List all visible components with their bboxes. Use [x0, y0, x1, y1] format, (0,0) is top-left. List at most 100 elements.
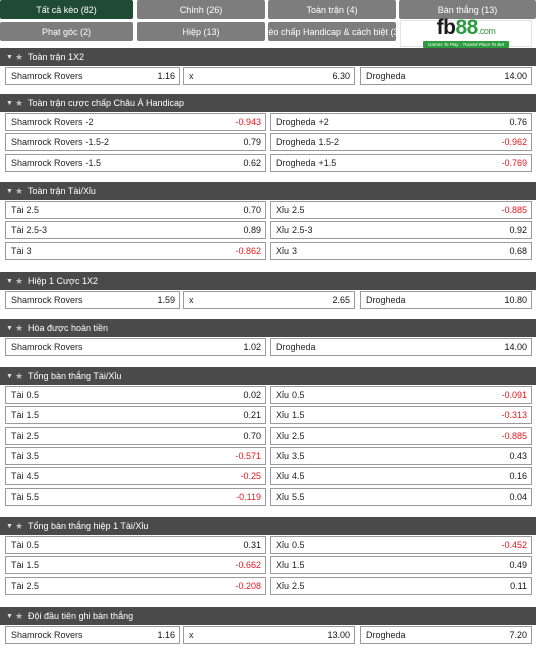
odds-cell[interactable]: Shamrock Rovers 1.16: [5, 626, 180, 644]
odds-cell[interactable]: x 2.65: [183, 291, 355, 309]
selection-line: 2.5: [292, 580, 305, 591]
odds-cell[interactable]: Xỉu 1.5 -0.313: [270, 406, 532, 425]
odds-cell[interactable]: Xỉu 0.5 -0.091: [270, 386, 532, 404]
collapse-arrow-icon[interactable]: ▼: [6, 187, 13, 195]
selection-line: -1.5-2: [85, 137, 110, 148]
odds-value: 0.31: [243, 540, 261, 550]
odds-cell[interactable]: Tài 1.5 0.21: [5, 406, 266, 425]
odds-cell[interactable]: Tài 0.5 0.02: [5, 386, 266, 404]
tab-full-match[interactable]: Toàn trận (4): [268, 0, 396, 19]
odds-cell[interactable]: Tài 2.5-3 0.89: [5, 221, 266, 240]
market-header[interactable]: ▼ ★ Hòa được hoàn tiền: [0, 319, 536, 337]
collapse-arrow-icon[interactable]: ▼: [6, 372, 13, 380]
selection-line: 2.5: [292, 205, 305, 215]
selection-label: Drogheda: [366, 295, 406, 305]
odds-cell[interactable]: Drogheda +1.5 -0.769: [270, 153, 532, 172]
odds-cell[interactable]: Drogheda 14.00: [360, 67, 532, 85]
odds-cell[interactable]: Xỉu 3 0.68: [270, 241, 532, 260]
odds-cell[interactable]: Tài 0.5 0.31: [5, 536, 266, 554]
odds-value: 1.16: [157, 71, 175, 81]
odds-cell[interactable]: Shamrock Rovers -1.5-2 0.79: [5, 133, 266, 152]
odds-value: -0.091: [501, 390, 527, 400]
collapse-arrow-icon[interactable]: ▼: [6, 99, 13, 107]
collapse-arrow-icon[interactable]: ▼: [6, 522, 13, 530]
odds-value: 1.16: [157, 630, 175, 640]
selection-name: Tài 3.5: [11, 451, 39, 461]
odds-value: -0.208: [235, 580, 261, 591]
odds-cell[interactable]: Tài 2.5 -0.208: [5, 576, 266, 595]
selection-line: 0.5: [292, 390, 305, 400]
selection-name: Xỉu 5.5: [276, 492, 305, 502]
tab-handicap-margin[interactable]: Kèo chấp Handicap & cách biệt (3): [268, 22, 396, 41]
favorite-star-icon[interactable]: ★: [15, 322, 24, 333]
odds-cell[interactable]: Xỉu 2.5 -0.885: [270, 201, 532, 219]
selection-name: Tài 1.5: [11, 560, 39, 570]
odds-value: 10.80: [504, 295, 527, 305]
odds-cell[interactable]: Xỉu 0.5 -0.452: [270, 536, 532, 554]
odds-cell[interactable]: Shamrock Rovers 1.02: [5, 338, 266, 356]
odds-cell[interactable]: x 13.00: [183, 626, 355, 644]
odds-cell[interactable]: x 6.30: [183, 67, 355, 85]
odds-cell[interactable]: Drogheda +2 0.76: [270, 113, 532, 131]
odds-value: -0.662: [235, 560, 261, 571]
tab-goals[interactable]: Bàn thắng (13): [399, 0, 536, 19]
selection-label: Tài: [11, 540, 24, 550]
tab-all-markets[interactable]: Tất cả kèo (82): [0, 0, 133, 19]
odds-cell[interactable]: Xỉu 5.5 0.04: [270, 487, 532, 506]
odds-cell[interactable]: Drogheda 1.5-2 -0.962: [270, 133, 532, 152]
odds-cell[interactable]: Shamrock Rovers 1.59: [5, 291, 180, 309]
market-header[interactable]: ▼ ★ Hiệp 1 Cược 1X2: [0, 272, 536, 290]
odds-cell[interactable]: Tài 5.5 -0.119: [5, 487, 266, 506]
favorite-star-icon[interactable]: ★: [15, 520, 24, 531]
collapse-arrow-icon[interactable]: ▼: [6, 324, 13, 332]
favorite-star-icon[interactable]: ★: [15, 370, 24, 381]
collapse-arrow-icon[interactable]: ▼: [6, 612, 13, 620]
market-header[interactable]: ▼ ★ Tổng bàn thắng hiệp 1 Tài/Xỉu: [0, 517, 536, 535]
odds-value: 0.76: [509, 117, 527, 127]
odds-cell[interactable]: Xỉu 2.5-3 0.92: [270, 221, 532, 240]
market-header[interactable]: ▼ ★ Toàn trận cược chấp Châu Á Handicap: [0, 94, 536, 112]
selection-name: Xỉu 2.5: [276, 205, 305, 215]
odds-cell[interactable]: Xỉu 2.5 -0.885: [270, 426, 532, 445]
selection-line: -1.5: [85, 157, 102, 168]
odds-cell[interactable]: Tài 2.5 0.70: [5, 426, 266, 445]
collapse-arrow-icon[interactable]: ▼: [6, 53, 13, 61]
odds-cell[interactable]: Xỉu 4.5 0.16: [270, 467, 532, 486]
favorite-star-icon[interactable]: ★: [15, 51, 24, 62]
favorite-star-icon[interactable]: ★: [15, 610, 24, 621]
selection-name: Drogheda +2: [276, 117, 329, 127]
selection-line: 0.5: [26, 540, 40, 550]
tab-half[interactable]: Hiệp (13): [137, 22, 265, 41]
selection-label: Drogheda: [276, 342, 316, 352]
favorite-star-icon[interactable]: ★: [15, 97, 24, 108]
market-header[interactable]: ▼ ★ Toàn trận 1X2: [0, 48, 536, 66]
odds-cell[interactable]: Drogheda 10.80: [360, 291, 532, 309]
odds-cell[interactable]: Tài 3.5 -0.571: [5, 446, 266, 465]
tab-corners[interactable]: Phạt góc (2): [0, 22, 133, 41]
fb88-logo[interactable]: fb88.com Games To Play - Trusted Place T…: [400, 17, 532, 48]
favorite-star-icon[interactable]: ★: [15, 185, 24, 196]
odds-cell[interactable]: Drogheda 14.00: [270, 338, 532, 356]
odds-cell[interactable]: Shamrock Rovers 1.16: [5, 67, 180, 85]
odds-cell[interactable]: Tài 1.5 -0.662: [5, 556, 266, 575]
odds-cell[interactable]: Drogheda 7.20: [360, 626, 532, 644]
selection-name: Shamrock Rovers: [11, 342, 83, 352]
odds-cell[interactable]: Xỉu 2.5 0.11: [270, 576, 532, 595]
odds-cell[interactable]: Tài 3 -0.862: [5, 241, 266, 260]
selection-line: 3.5: [292, 450, 305, 461]
selection-label: Xỉu: [276, 491, 290, 502]
odds-cell[interactable]: Tài 4.5 -0.25: [5, 467, 266, 486]
market-header[interactable]: ▼ ★ Toàn trận Tài/Xỉu: [0, 182, 536, 200]
odds-cell[interactable]: Shamrock Rovers -1.5 0.62: [5, 153, 266, 172]
collapse-arrow-icon[interactable]: ▼: [6, 277, 13, 285]
tab-main[interactable]: Chính (26): [137, 0, 265, 19]
odds-cell[interactable]: Tài 2.5 0.70: [5, 201, 266, 219]
odds-cell[interactable]: Xỉu 1.5 0.49: [270, 556, 532, 575]
market-header[interactable]: ▼ ★ Đội đầu tiên ghi bàn thắng: [0, 607, 536, 625]
odds-cell[interactable]: Shamrock Rovers -2 -0.943: [5, 113, 266, 131]
favorite-star-icon[interactable]: ★: [15, 275, 24, 286]
selection-line: 0.5: [292, 540, 305, 550]
selection-line: 5.5: [26, 491, 40, 502]
market-header[interactable]: ▼ ★ Tổng bàn thắng Tài/Xỉu: [0, 367, 536, 385]
odds-cell[interactable]: Xỉu 3.5 0.43: [270, 446, 532, 465]
